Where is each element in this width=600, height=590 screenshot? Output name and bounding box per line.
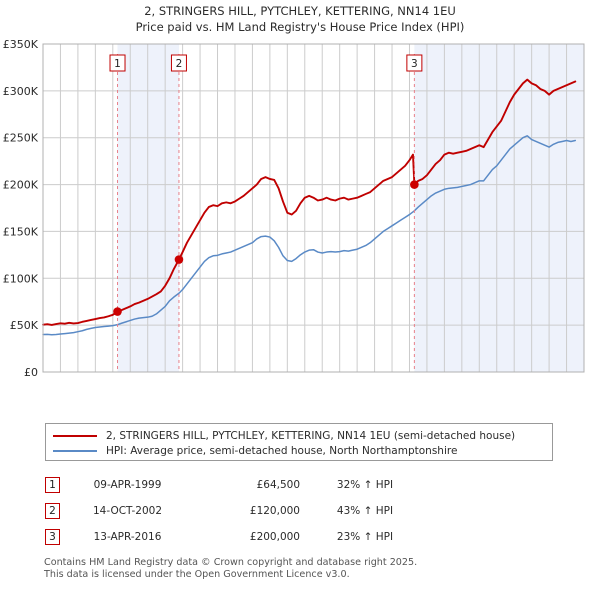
transaction-date: 09-APR-1999 (93, 479, 162, 491)
transaction-date: 13-APR-2016 (93, 531, 162, 543)
price-history-chart: 1995199619971998199920002001200220032004… (0, 38, 600, 378)
legend-swatch-hpi (53, 449, 97, 452)
y-axis-tick-label: £100K (3, 272, 39, 285)
sale-marker-dot (113, 307, 122, 316)
table-row: 2 14-OCT-2002 £120,000 43% ↑ HPI (45, 498, 565, 524)
transaction-hpi-delta: 43% ↑ HPI (336, 505, 394, 517)
title-line-1: 2, STRINGERS HILL, PYTCHLEY, KETTERING, … (144, 4, 456, 18)
marker-badge-2: 2 (45, 503, 60, 519)
chart-legend: 2, STRINGERS HILL, PYTCHLEY, KETTERING, … (45, 423, 553, 461)
marker-badge-label: 1 (114, 58, 121, 70)
hpi-average-line (42, 135, 577, 336)
transaction-hpi-delta: 32% ↑ HPI (336, 479, 394, 491)
legend-swatch-property (53, 434, 97, 437)
transaction-price: £200,000 (249, 531, 300, 543)
marker-badge-1: 1 (45, 477, 60, 493)
y-axis-tick-label: £200K (3, 179, 39, 192)
y-axis-tick-label: £350K (3, 38, 39, 51)
sale-marker-dot (174, 255, 184, 264)
legend-label-hpi: HPI: Average price, semi-detached house,… (106, 444, 458, 457)
transaction-price: £64,500 (256, 479, 300, 491)
marker-badge (109, 54, 126, 72)
marker-badge (170, 54, 187, 72)
y-axis-tick-label: £0 (24, 366, 38, 378)
marker-badge-label: 2 (176, 58, 183, 70)
y-axis-tick-label: £250K (3, 132, 39, 145)
y-axis-tick-label: £150K (3, 225, 39, 238)
transaction-price: £120,000 (249, 505, 300, 517)
transaction-hpi-delta: 23% ↑ HPI (336, 531, 394, 543)
sale-marker-dot (410, 180, 419, 189)
attribution-footer: Contains HM Land Registry data © Crown c… (44, 557, 584, 580)
marker-badge-label: 3 (411, 58, 418, 70)
footer-line-2: This data is licensed under the Open Gov… (44, 568, 350, 580)
transaction-table: 1 09-APR-1999 £64,500 32% ↑ HPI 2 14-OCT… (45, 472, 565, 550)
highlight-band (414, 44, 584, 372)
legend-item-hpi: HPI: Average price, semi-detached house,… (53, 443, 552, 458)
legend-label-property: 2, STRINGERS HILL, PYTCHLEY, KETTERING, … (106, 429, 516, 442)
table-row: 1 09-APR-1999 £64,500 32% ↑ HPI (45, 472, 565, 498)
marker-badge (406, 54, 423, 72)
highlight-band (117, 44, 179, 372)
marker-badge-3: 3 (45, 529, 60, 545)
y-axis-tick-label: £50K (10, 319, 39, 332)
legend-item-property: 2, STRINGERS HILL, PYTCHLEY, KETTERING, … (53, 428, 552, 443)
plot-border (42, 43, 585, 373)
footer-line-1: Contains HM Land Registry data © Crown c… (44, 557, 418, 568)
page-title: 2, STRINGERS HILL, PYTCHLEY, KETTERING, … (0, 3, 600, 35)
transaction-date: 14-OCT-2002 (93, 505, 162, 517)
property-price-line (42, 78, 577, 326)
y-axis-tick-label: £300K (3, 85, 39, 98)
title-line-2: Price paid vs. HM Land Registry's House … (135, 20, 465, 34)
table-row: 3 13-APR-2016 £200,000 23% ↑ HPI (45, 524, 565, 550)
